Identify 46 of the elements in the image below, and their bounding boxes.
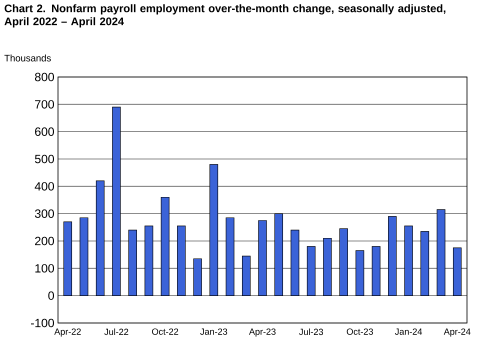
- x-tick-label: Apr-23: [249, 328, 276, 337]
- bar: [306, 246, 316, 296]
- y-tick-label: 200: [35, 236, 54, 246]
- y-tick-label: 0: [48, 291, 54, 300]
- x-tick-label: Jul-22: [104, 328, 128, 336]
- bar: [80, 217, 88, 296]
- bar: [372, 246, 380, 296]
- bar: [160, 196, 170, 296]
- y-tick-label: 700: [35, 100, 54, 109]
- bar: [339, 228, 348, 296]
- y-axis-title: Thousands: [4, 54, 51, 62]
- x-tick-label: Oct-23: [346, 328, 373, 335]
- bar: [128, 230, 137, 296]
- bar: [452, 248, 462, 296]
- bar: [193, 258, 202, 296]
- bar: [96, 180, 105, 296]
- x-tick-label: Apr-22: [54, 328, 81, 337]
- bar: [63, 222, 72, 296]
- x-tick-label: Oct-22: [152, 328, 178, 335]
- bar: [226, 217, 234, 296]
- x-tick-label: Jan-24: [394, 328, 422, 335]
- x-tick-label: Jan-23: [200, 328, 228, 335]
- bar: [242, 256, 251, 296]
- bar: [388, 216, 397, 296]
- bar: [177, 226, 186, 296]
- y-tick-label: 100: [35, 264, 54, 273]
- x-tick-label: Apr-24: [444, 328, 470, 337]
- bar: [420, 231, 430, 296]
- chart-title: Chart 2. Nonfarm payroll employment over-the-month change, seasonally adjusted, April 2022 – April 2024: [4, 4, 446, 28]
- y-tick-label: -100: [30, 318, 54, 328]
- bar: [274, 213, 284, 296]
- bar: [112, 106, 121, 296]
- bar: [210, 164, 218, 296]
- y-tick-label: 600: [35, 127, 54, 136]
- bar: [144, 226, 154, 296]
- y-tick-label: 300: [34, 209, 54, 218]
- bar: [356, 250, 364, 296]
- bar: [404, 226, 413, 296]
- bar: [436, 209, 446, 296]
- y-tick-label: 800: [34, 72, 54, 82]
- y-tick-label: 400: [34, 182, 54, 191]
- y-tick-label: 500: [34, 154, 54, 164]
- bar: [323, 238, 332, 296]
- bar: [258, 220, 267, 296]
- x-tick-label: Jul-23: [299, 328, 324, 336]
- bar: [290, 230, 300, 296]
